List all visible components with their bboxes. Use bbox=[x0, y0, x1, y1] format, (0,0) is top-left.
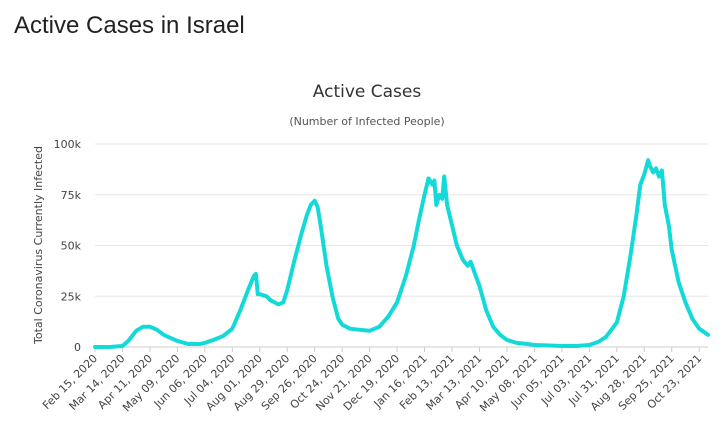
page-heading: Active Cases in Israel bbox=[14, 12, 245, 39]
y-tick-label: 25k bbox=[61, 290, 82, 303]
grid-layer bbox=[95, 143, 708, 348]
y-tick-label: 75k bbox=[61, 189, 82, 202]
y-tick-label: 50k bbox=[61, 240, 82, 253]
y-axis-label: Total Coronavirus Currently Infected bbox=[32, 146, 45, 345]
y-tick-label: 0 bbox=[74, 341, 81, 354]
series-line-active-cases bbox=[93, 158, 710, 349]
y-tick-labels: 0 25k 50k 75k 100k bbox=[54, 138, 82, 354]
chart-title: Active Cases bbox=[313, 82, 422, 102]
y-tick-label: 100k bbox=[54, 138, 82, 151]
chart-subtitle: (Number of Infected People) bbox=[289, 115, 444, 128]
series-layer bbox=[93, 158, 710, 349]
